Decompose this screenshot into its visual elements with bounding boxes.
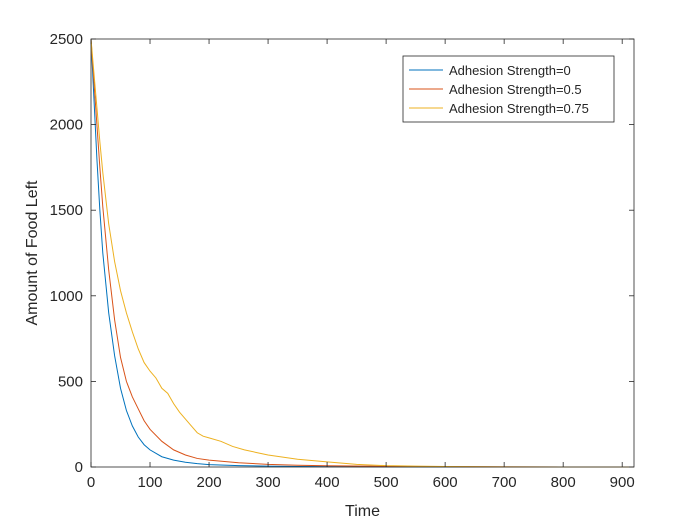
legend-label-0: Adhesion Strength=0 [449,63,571,78]
y-tick-label-1: 500 [58,373,83,390]
axes-layer: 0 100 200 300 400 500 600 700 800 900 0 500 1000 1500… [50,31,635,491]
legend-label-2: Adhesion Strength=0.75 [449,101,589,116]
y-tick-label-4: 2000 [50,117,83,134]
x-tick-label-9: 900 [610,474,635,491]
x-tick-label-0: 0 [87,474,95,491]
series-line-1 [90,38,634,468]
axes-box [90,38,635,468]
y-tick-label-5: 2500 [50,31,83,48]
legend-label-1: Adhesion Strength=0.5 [449,82,582,97]
legend: Adhesion Strength=0 Adhesion Strength=0.5… [402,55,615,123]
y-tick-label-3: 1500 [50,202,83,219]
series-line-2 [90,38,634,468]
y-axis-label: Amount of Food Left [24,180,41,326]
x-tick-label-6: 600 [433,474,458,491]
x-axis-label: Time [345,503,380,520]
x-tick-label-3: 300 [256,474,281,491]
x-tick-label-2: 200 [197,474,222,491]
y-tick-label-0: 0 [75,459,83,476]
x-tick-label-4: 400 [315,474,340,491]
y-tick-label-2: 1000 [50,288,83,305]
x-tick-label-1: 100 [138,474,163,491]
x-tick-label-8: 800 [551,474,576,491]
x-tick-label-5: 500 [374,474,399,491]
x-tick-label-7: 700 [492,474,517,491]
